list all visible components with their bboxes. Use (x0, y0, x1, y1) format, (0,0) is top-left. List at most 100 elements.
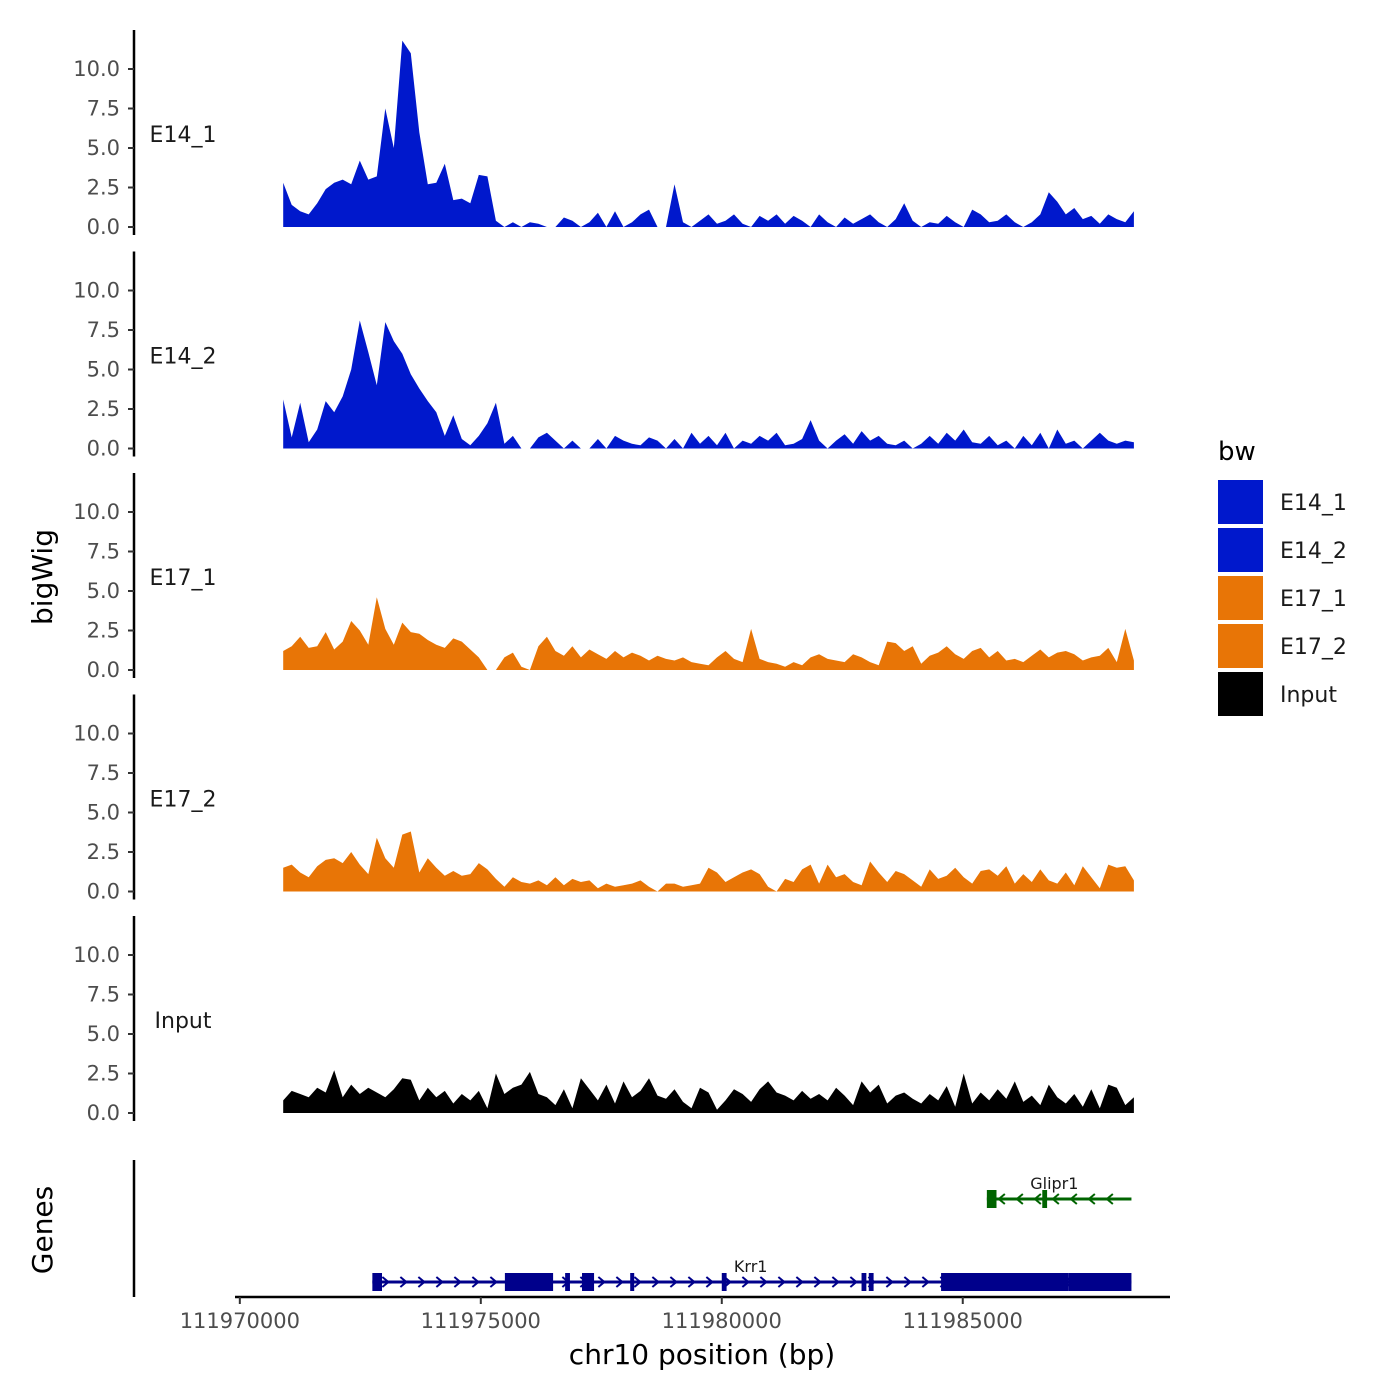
legend: bw E14_1 E14_2 E17_1 E17_2 Input (1218, 437, 1347, 716)
strand-arrow (1033, 1193, 1042, 1205)
strand-arrow (489, 1276, 498, 1288)
strand-arrow (1069, 1193, 1078, 1205)
y-tick-label: 5.0 (87, 1022, 120, 1046)
x-axis-title: chr10 position (bp) (569, 1338, 835, 1371)
y-tick-label: 0.0 (87, 880, 120, 904)
strand-arrow (399, 1276, 408, 1288)
x-tick-label: 111970000 (180, 1309, 300, 1333)
strand-arrow (417, 1276, 426, 1288)
strand-arrow (597, 1276, 606, 1288)
gene-exon (582, 1273, 595, 1291)
y-tick-label: 10.0 (73, 722, 120, 746)
strand-arrow (903, 1276, 912, 1288)
gene-exon (630, 1273, 635, 1291)
y-tick-label: 7.5 (87, 761, 120, 785)
strand-arrow (831, 1276, 840, 1288)
strand-arrow (669, 1276, 678, 1288)
y-tick-label: 10.0 (73, 943, 120, 967)
strand-arrow (849, 1276, 858, 1288)
gene-krr1: Krr1 (372, 1257, 1132, 1291)
strand-arrow (777, 1276, 786, 1288)
track-label: E17_1 (150, 566, 217, 591)
strand-arrow (651, 1276, 660, 1288)
strand-arrow (435, 1276, 444, 1288)
y-tick-label: 2.5 (87, 1062, 120, 1086)
strand-arrow (453, 1276, 462, 1288)
x-tick-label: 111980000 (662, 1309, 782, 1333)
legend-label: E17_2 (1280, 635, 1347, 660)
y-tick-label: 5.0 (87, 579, 120, 603)
gene-label: Krr1 (734, 1257, 768, 1276)
gene-track: Krr1 Glipr1 (132, 1160, 1132, 1297)
y-tick-label: 2.5 (87, 619, 120, 643)
gene-exon (868, 1273, 874, 1291)
y-axis-title: bigWig (26, 529, 59, 625)
legend-label: E14_2 (1280, 539, 1347, 564)
signal-area-e14-1 (283, 40, 1134, 227)
y-tick-label: 5.0 (87, 801, 120, 825)
track-label: Input (155, 1009, 212, 1034)
strand-arrow (1087, 1193, 1096, 1205)
legend-title: bw (1218, 437, 1256, 467)
gene-exon (986, 1190, 997, 1208)
strand-arrow (741, 1276, 750, 1288)
y-tick-label: 7.5 (87, 983, 120, 1007)
signal-area-e17-2 (283, 831, 1134, 892)
track-label: E14_2 (150, 345, 217, 370)
y-tick-label: 10.0 (73, 279, 120, 303)
track-label: E17_2 (150, 788, 217, 813)
strand-arrow (759, 1276, 768, 1288)
strand-arrow (471, 1276, 480, 1288)
track-e17-1: 0.0 2.5 5.0 7.5 10.0 E17_1 (73, 473, 1134, 682)
y-tick-label: 0.0 (87, 215, 120, 239)
y-tick-label: 7.5 (87, 97, 120, 121)
strand-arrow (885, 1276, 894, 1288)
legend-label: E17_1 (1280, 587, 1347, 612)
track-e17-2: 0.0 2.5 5.0 7.5 10.0 E17_2 (73, 694, 1134, 904)
strand-arrow (1051, 1193, 1060, 1205)
track-input: 0.0 2.5 5.0 7.5 10.0 Input (73, 916, 1134, 1125)
strand-arrow (633, 1276, 642, 1288)
y-tick-label: 0.0 (87, 437, 120, 461)
gene-label: Glipr1 (1030, 1174, 1078, 1193)
signal-area-input (283, 1070, 1134, 1113)
gene-exon (504, 1273, 554, 1291)
strand-arrow (1105, 1193, 1114, 1205)
y-tick-label: 2.5 (87, 397, 120, 421)
legend-swatch (1218, 624, 1263, 668)
legend-swatch (1218, 672, 1263, 716)
x-tick-label: 111985000 (903, 1309, 1023, 1333)
track-label: E14_1 (150, 123, 217, 148)
strand-arrow (997, 1193, 1006, 1205)
x-axis: 111970000 111975000 111980000 111985000 (180, 1295, 1170, 1333)
track-e14-1: 0.0 2.5 5.0 7.5 10.0 E14_1 (73, 30, 1134, 239)
gene-glipr1: Glipr1 (986, 1174, 1132, 1208)
legend-swatch (1218, 528, 1263, 572)
gene-exon (1042, 1190, 1048, 1208)
strand-arrow (921, 1276, 930, 1288)
gene-exon (1068, 1273, 1132, 1291)
strand-arrow (381, 1276, 390, 1288)
y-tick-label: 10.0 (73, 57, 120, 81)
gene-exon (565, 1273, 570, 1291)
signal-area-e17-1 (283, 597, 1134, 670)
y-tick-label: 10.0 (73, 500, 120, 524)
y-tick-label: 5.0 (87, 358, 120, 382)
signal-area-e14-2 (283, 320, 1134, 449)
gene-exon (372, 1273, 382, 1291)
strand-arrow (813, 1276, 822, 1288)
gene-exon (941, 1273, 1069, 1291)
y-tick-label: 2.5 (87, 176, 120, 200)
y-tick-label: 2.5 (87, 840, 120, 864)
legend-swatch (1218, 480, 1263, 524)
strand-arrow (795, 1276, 804, 1288)
legend-label: Input (1280, 683, 1337, 708)
legend-swatch (1218, 576, 1263, 620)
track-e14-2: 0.0 2.5 5.0 7.5 10.0 E14_2 (73, 251, 1134, 461)
y-tick-label: 7.5 (87, 318, 120, 342)
y-tick-label: 5.0 (87, 136, 120, 160)
y-tick-label: 0.0 (87, 658, 120, 682)
genes-axis-title: Genes (26, 1186, 59, 1274)
x-tick-label: 111975000 (421, 1309, 541, 1333)
